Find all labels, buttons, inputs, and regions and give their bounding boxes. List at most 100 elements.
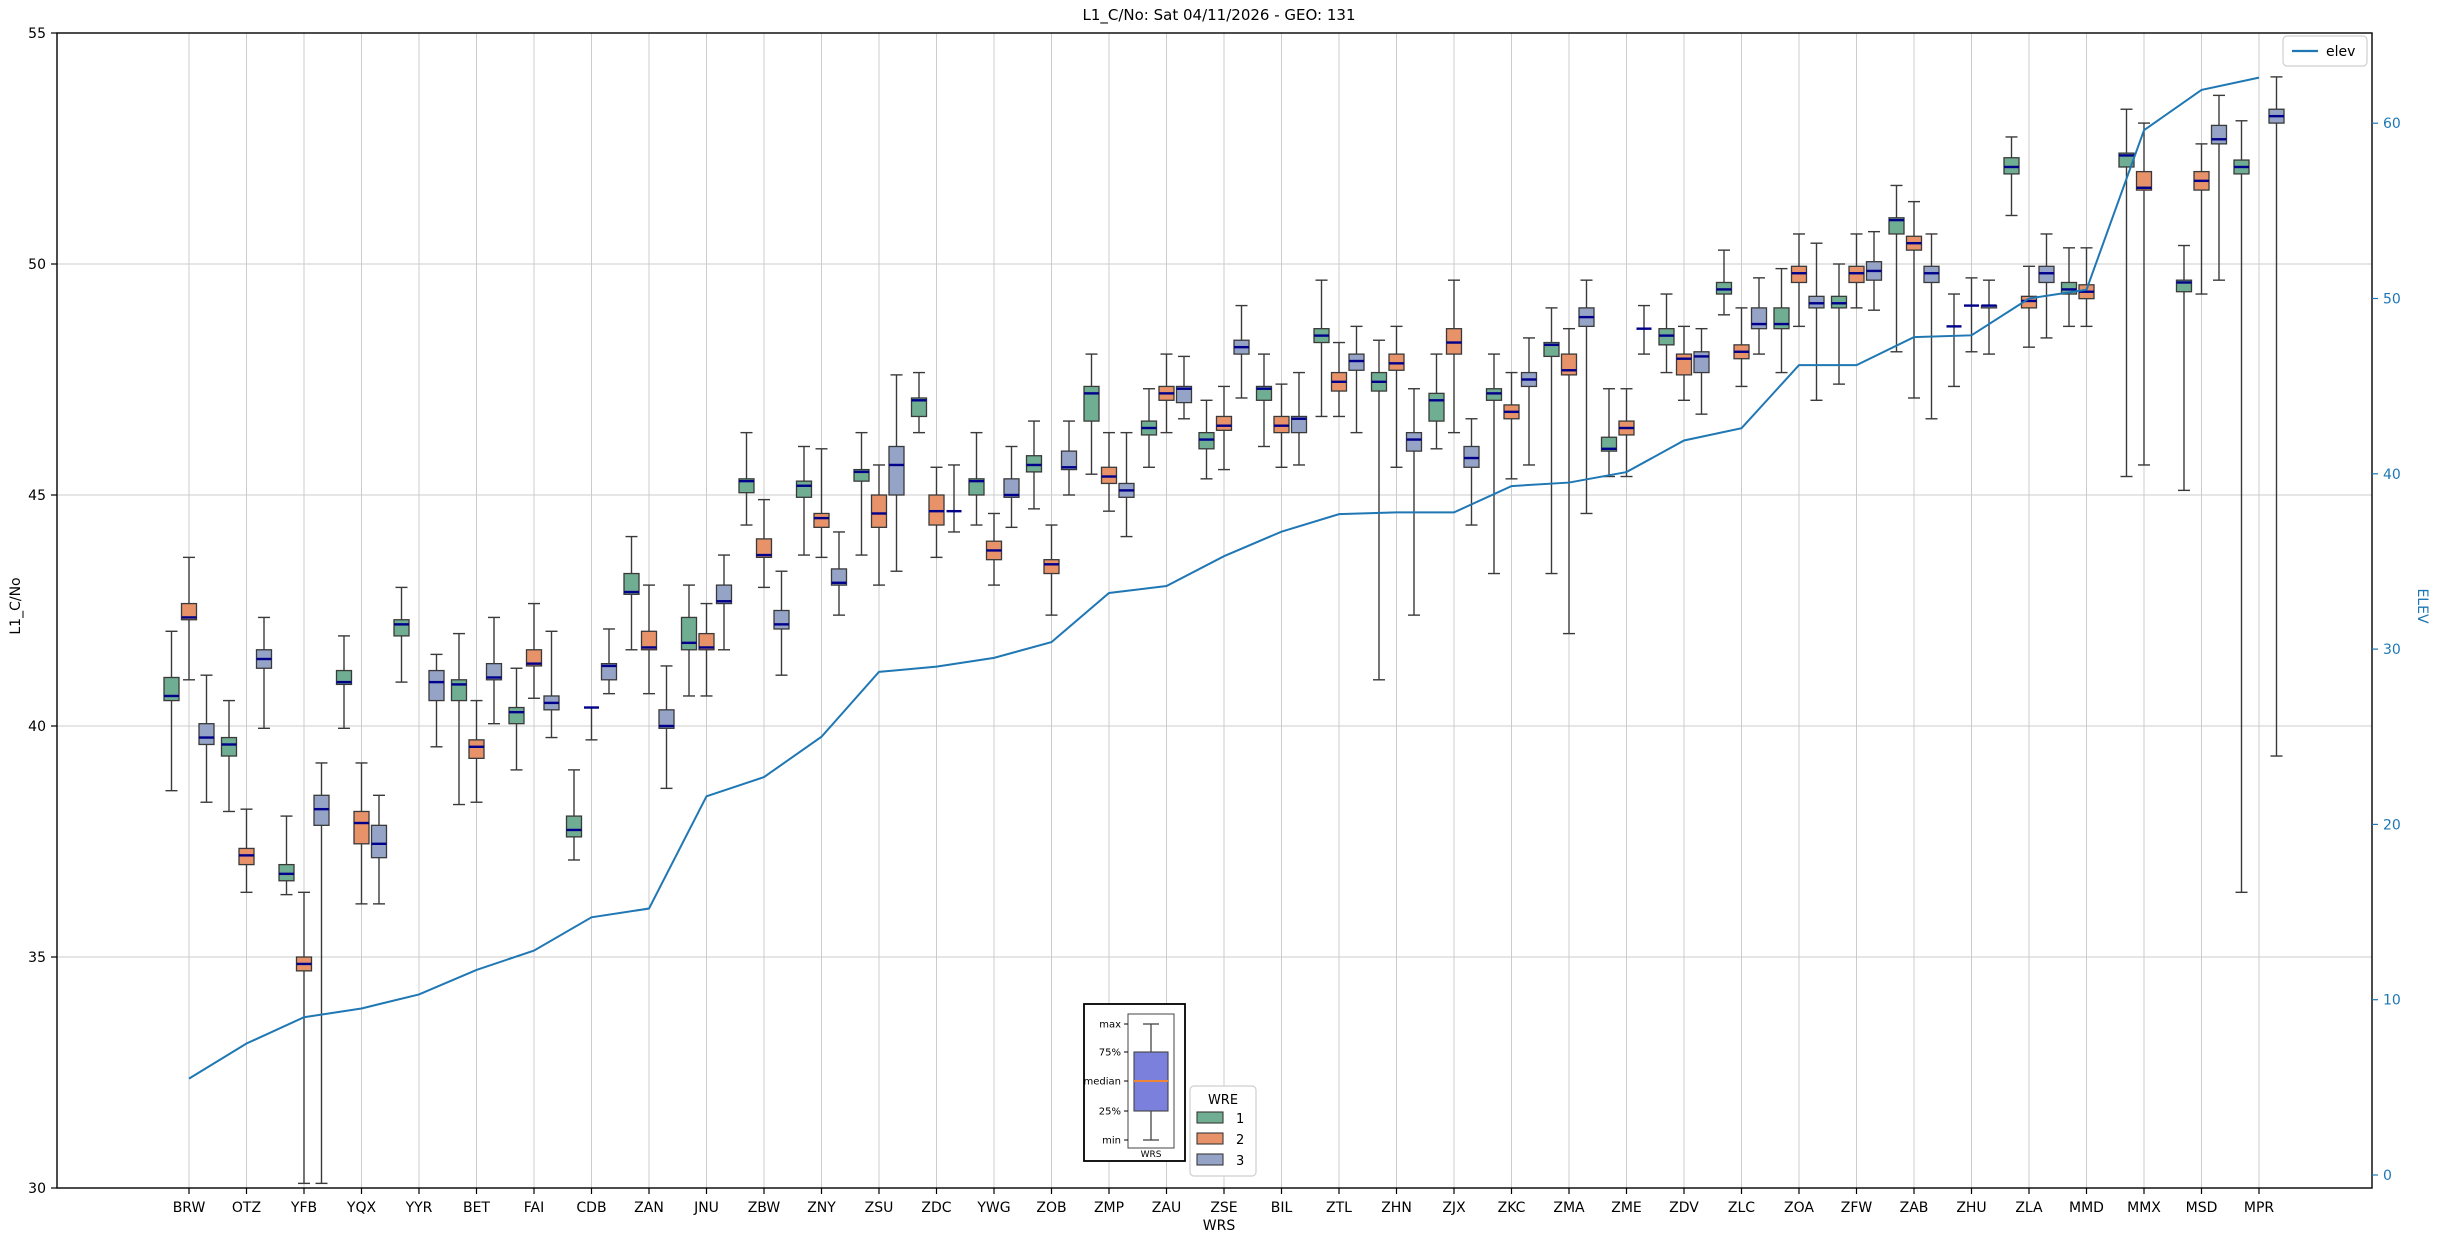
box [255, 616, 273, 730]
wre-entry-label: 2 [1236, 1133, 1244, 1148]
x-tick-label: MSD [2186, 1200, 2218, 1216]
box [1543, 307, 1560, 575]
box [1808, 242, 1825, 401]
x-tick-label: ZFW [1841, 1200, 1873, 1216]
x-tick-label: ZME [1611, 1200, 1642, 1216]
x-tick-label: ZOB [1036, 1200, 1066, 1216]
left-axis-label: L1_C/No [8, 577, 24, 635]
box [1790, 233, 1808, 328]
box-rect [1675, 353, 1693, 376]
box [1865, 230, 1883, 311]
right-tick-label: 50 [2383, 292, 2401, 308]
x-tick-label: OTZ [232, 1200, 261, 1216]
box [295, 891, 313, 1185]
box-rect [1750, 307, 1768, 330]
x-tick-label: ZSU [865, 1200, 894, 1216]
box-rect [508, 706, 525, 725]
box-rect [1405, 431, 1423, 452]
box-rect [773, 609, 790, 630]
box-rect [640, 630, 658, 651]
box-rect [600, 662, 618, 681]
left-tick-label: 40 [28, 719, 46, 735]
x-tick-label: JNU [693, 1200, 719, 1216]
box [1083, 353, 1100, 475]
box [1330, 341, 1348, 418]
box-rect [1060, 450, 1078, 471]
box [1520, 337, 1538, 466]
box [1693, 327, 1710, 415]
box [1428, 353, 1445, 450]
box [1175, 355, 1193, 420]
box-series [163, 76, 2285, 1185]
box [738, 431, 755, 526]
box [830, 531, 848, 616]
box [1025, 420, 1043, 510]
box [1980, 279, 1998, 355]
box [1198, 399, 1215, 480]
box [543, 630, 560, 739]
box-rect [1888, 217, 1905, 235]
box [1313, 279, 1330, 418]
box-rect [220, 736, 238, 757]
x-tick-label: ZDC [921, 1200, 951, 1216]
x-tick-label: ZHN [1381, 1200, 1412, 1216]
x-tick-label: MPR [2244, 1200, 2275, 1216]
box-rect [1215, 415, 1233, 431]
left-tick-label: 35 [28, 950, 46, 966]
box [928, 466, 945, 559]
box [1215, 385, 1233, 471]
right-tick-label: 60 [2383, 116, 2401, 132]
box-rect [910, 397, 928, 418]
box [1388, 325, 1405, 468]
box [910, 371, 928, 434]
box-rect [1003, 478, 1020, 498]
box [2020, 265, 2038, 348]
box-rect [2175, 279, 2193, 293]
elev-legend: elev [2282, 35, 2368, 67]
box [2135, 122, 2153, 466]
box [680, 584, 698, 697]
box-rect [1773, 307, 1790, 330]
box [1636, 304, 1652, 355]
box [1578, 279, 1595, 515]
box [1946, 293, 1962, 388]
x-tick-label: ZOA [1784, 1200, 1814, 1216]
legends: elev WRE 1 2 3 max 75% median 25% min WRS [1083, 35, 2368, 1177]
x-tick-label: MMD [2069, 1200, 2104, 1216]
x-tick-label: ZAB [1900, 1200, 1929, 1216]
box [1888, 184, 1905, 353]
box [313, 762, 330, 1185]
inset-xlabel: WRS [1141, 1150, 1162, 1160]
box [238, 808, 255, 894]
right-tick-label: 30 [2383, 642, 2401, 658]
x-tick-label: YYR [405, 1200, 433, 1216]
x-tick-label: YFB [290, 1200, 317, 1216]
box [2210, 94, 2228, 281]
box [1060, 420, 1078, 496]
right-tick-label: 0 [2383, 1168, 2392, 1184]
box [698, 602, 715, 697]
box-rect [353, 810, 370, 845]
box [198, 674, 215, 803]
box [795, 445, 813, 556]
box-series-3 [198, 76, 2285, 1185]
box-rect [565, 815, 583, 838]
right-tick-label: 40 [2383, 467, 2401, 483]
elev-line-group [188, 76, 2260, 1080]
x-tick-label: YWG [976, 1200, 1010, 1216]
x-tick-label: ZBW [748, 1200, 781, 1216]
box-rect [1175, 385, 1193, 404]
box-rect [450, 679, 468, 702]
box [1445, 279, 1463, 434]
box [2038, 233, 2055, 339]
box [1100, 431, 1118, 512]
box-rect [1560, 353, 1578, 376]
elev-legend-label: elev [2326, 44, 2355, 60]
x-tick-label: ZKC [1498, 1200, 1526, 1216]
wre-legend-title: WRE [1208, 1093, 1238, 1108]
x-tick-label: ZTL [1326, 1200, 1352, 1216]
box-rect [968, 478, 985, 496]
box [1043, 524, 1060, 616]
box [1675, 325, 1693, 401]
